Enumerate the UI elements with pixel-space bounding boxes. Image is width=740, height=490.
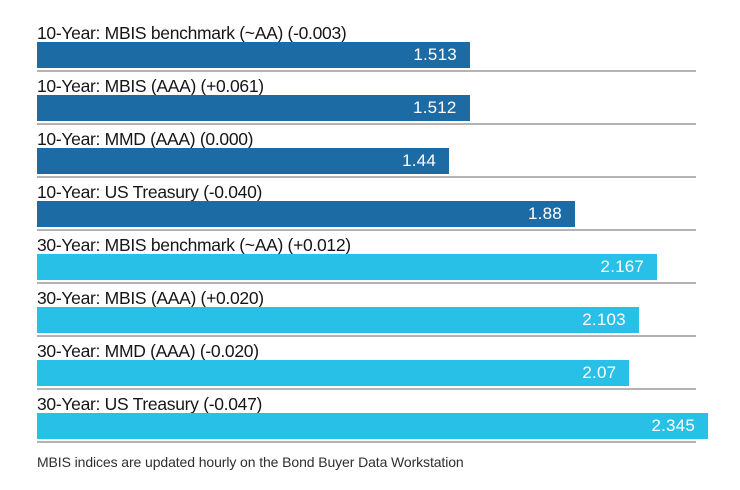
bar-category-label: 30-Year: MMD (AAA) (-0.020)	[37, 341, 259, 361]
chart-row: 10-Year: US Treasury (-0.040) 1.88	[37, 183, 740, 236]
footer-note: MBIS indices are updated hourly on the B…	[37, 454, 464, 470]
bar: 2.103	[37, 307, 639, 333]
row-separator-line	[37, 282, 696, 284]
chart-row: 30-Year: MBIS benchmark (~AA) (+0.012) 2.…	[37, 236, 740, 289]
bar-category-label: 30-Year: MBIS (AAA) (+0.020)	[37, 288, 264, 308]
chart-row: 10-Year: MBIS (AAA) (+0.061) 1.512	[37, 77, 740, 130]
bar-category-label: 10-Year: US Treasury (-0.040)	[37, 182, 263, 202]
bar-value-label: 2.345	[651, 416, 695, 435]
bar-value-label: 1.513	[413, 45, 457, 64]
bar: 2.167	[37, 254, 658, 280]
chart-row: 10-Year: MMD (AAA) (0.000) 1.44	[37, 130, 740, 183]
row-separator-line	[37, 70, 696, 72]
bar-value-label: 1.512	[413, 98, 457, 117]
bar: 1.88	[37, 201, 575, 227]
bar: 1.513	[37, 42, 470, 68]
chart-row: 30-Year: US Treasury (-0.047) 2.345	[37, 395, 740, 448]
bar-category-label: 10-Year: MBIS (AAA) (+0.061)	[37, 76, 264, 96]
bar: 1.512	[37, 95, 470, 121]
bar-chart: 10-Year: MBIS benchmark (~AA) (-0.003) 1.…	[37, 24, 740, 448]
bar: 2.345	[37, 413, 708, 439]
chart-row: 30-Year: MBIS (AAA) (+0.020) 2.103	[37, 289, 740, 342]
row-separator-line	[37, 335, 696, 337]
chart-row: 10-Year: MBIS benchmark (~AA) (-0.003) 1.…	[37, 24, 740, 77]
bar-category-label: 10-Year: MMD (AAA) (0.000)	[37, 129, 254, 149]
row-separator-line	[37, 123, 696, 125]
bar-value-label: 2.103	[582, 310, 626, 329]
row-separator-line	[37, 176, 696, 178]
bar-value-label: 2.07	[582, 363, 617, 382]
bar-category-label: 30-Year: US Treasury (-0.047)	[37, 394, 263, 414]
chart-row: 30-Year: MMD (AAA) (-0.020) 2.07	[37, 342, 740, 395]
bar: 1.44	[37, 148, 449, 174]
bar-category-label: 30-Year: MBIS benchmark (~AA) (+0.012)	[37, 235, 351, 255]
bar: 2.07	[37, 360, 630, 386]
row-separator-line	[37, 441, 696, 443]
row-separator-line	[37, 229, 696, 231]
bar-category-label: 10-Year: MBIS benchmark (~AA) (-0.003)	[37, 23, 347, 43]
bar-value-label: 1.88	[528, 204, 562, 223]
row-separator-line	[37, 388, 696, 390]
bar-value-label: 2.167	[600, 257, 645, 276]
bar-value-label: 1.44	[402, 151, 436, 170]
